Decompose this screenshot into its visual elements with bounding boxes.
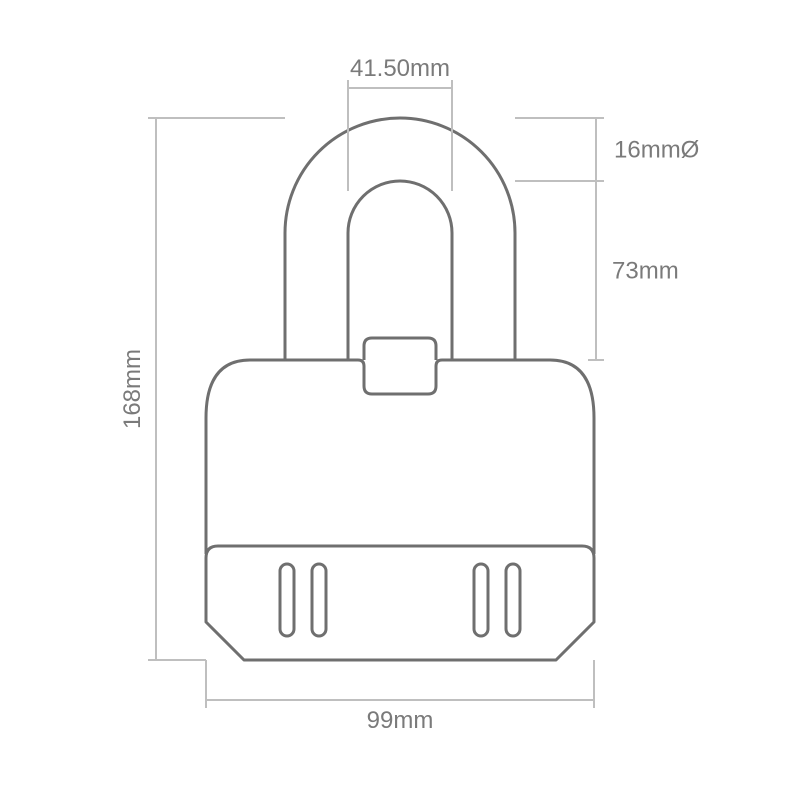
- base-slot: [312, 564, 326, 636]
- dimension-label: 16mmØ: [614, 137, 699, 164]
- base-slot: [474, 564, 488, 636]
- dimension-label: 168mm: [119, 349, 146, 429]
- base-slot: [280, 564, 294, 636]
- shackle-outer: [285, 118, 515, 360]
- padlock-body-outline: [206, 360, 594, 554]
- dimension-label: 99mm: [367, 707, 434, 734]
- padlock-base-outline: [206, 546, 594, 660]
- shackle-inner: [348, 181, 452, 360]
- base-slot: [506, 564, 520, 636]
- shackle-collar: [364, 338, 436, 360]
- dimension-label: 73mm: [612, 258, 679, 285]
- dimension-label: 41.50mm: [350, 55, 450, 82]
